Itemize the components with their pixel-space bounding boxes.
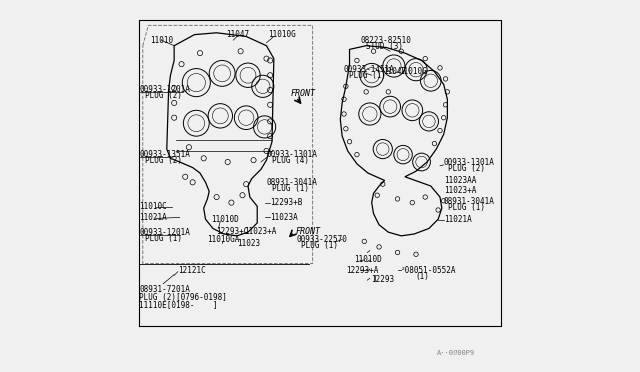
Text: PLUG (1): PLUG (1) bbox=[449, 203, 486, 212]
Text: A··0⁉00P9: A··0⁉00P9 bbox=[437, 350, 475, 356]
Text: 11010G: 11010G bbox=[268, 30, 296, 39]
Text: PLUG (2): PLUG (2) bbox=[449, 164, 486, 173]
Text: 00933-1301A: 00933-1301A bbox=[444, 157, 495, 167]
Text: 12121C: 12121C bbox=[178, 266, 205, 275]
Text: FRONT: FRONT bbox=[296, 227, 321, 236]
Text: 00933-22570: 00933-22570 bbox=[296, 235, 347, 244]
Text: 11110E[0198-    ]: 11110E[0198- ] bbox=[139, 300, 218, 310]
Text: (1): (1) bbox=[415, 272, 429, 281]
Text: 11010: 11010 bbox=[150, 36, 173, 45]
Text: 00933-1351A: 00933-1351A bbox=[139, 150, 190, 159]
Text: PLUG (1): PLUG (1) bbox=[301, 241, 338, 250]
Text: 08931-7201A: 08931-7201A bbox=[139, 285, 190, 294]
Text: 11021A: 11021A bbox=[139, 213, 167, 222]
Text: 11010C: 11010C bbox=[139, 202, 167, 211]
Text: PLUG (2): PLUG (2) bbox=[145, 156, 182, 166]
Text: 12293: 12293 bbox=[371, 275, 394, 283]
Text: PLUG (1): PLUG (1) bbox=[272, 184, 309, 193]
Text: 00933-1451A: 00933-1451A bbox=[344, 65, 395, 74]
Text: ²08051-0552A: ²08051-0552A bbox=[401, 266, 457, 275]
Text: 00933-1201A: 00933-1201A bbox=[139, 85, 190, 94]
Text: PLUG (1): PLUG (1) bbox=[145, 234, 182, 243]
Text: 08931-3041A: 08931-3041A bbox=[266, 178, 317, 187]
Text: 08931-3041A: 08931-3041A bbox=[444, 197, 495, 206]
Text: FRONT: FRONT bbox=[291, 89, 316, 97]
Text: 11023A: 11023A bbox=[270, 213, 298, 222]
Text: 12293+B: 12293+B bbox=[270, 198, 303, 207]
Text: PLUG (2)[0796-0198]: PLUG (2)[0796-0198] bbox=[139, 293, 227, 302]
Text: 11021A: 11021A bbox=[444, 215, 472, 224]
Text: 11010G: 11010G bbox=[399, 67, 427, 76]
Text: 12293+C: 12293+C bbox=[216, 227, 249, 236]
Text: 11023+A: 11023+A bbox=[444, 186, 476, 195]
Text: 00933-1301A: 00933-1301A bbox=[266, 150, 317, 159]
Text: 11023+A: 11023+A bbox=[244, 227, 276, 236]
Text: PLUG (4): PLUG (4) bbox=[272, 156, 309, 166]
Text: 11023AA: 11023AA bbox=[444, 176, 476, 185]
Text: 08223-82510: 08223-82510 bbox=[360, 36, 412, 45]
Text: 11023: 11023 bbox=[237, 239, 260, 248]
Text: 12293+A: 12293+A bbox=[347, 266, 379, 275]
Text: 11010D: 11010D bbox=[354, 255, 381, 264]
Text: 11047: 11047 bbox=[226, 30, 249, 39]
Text: 00933-1201A: 00933-1201A bbox=[139, 228, 190, 237]
Text: STUD (3): STUD (3) bbox=[366, 42, 403, 51]
Text: PLUG (2): PLUG (2) bbox=[145, 91, 182, 100]
Text: PLUG (1): PLUG (1) bbox=[349, 71, 386, 80]
Text: 11047: 11047 bbox=[383, 67, 406, 76]
Text: 11010GA: 11010GA bbox=[207, 235, 240, 244]
Text: 11010D: 11010D bbox=[211, 215, 239, 224]
